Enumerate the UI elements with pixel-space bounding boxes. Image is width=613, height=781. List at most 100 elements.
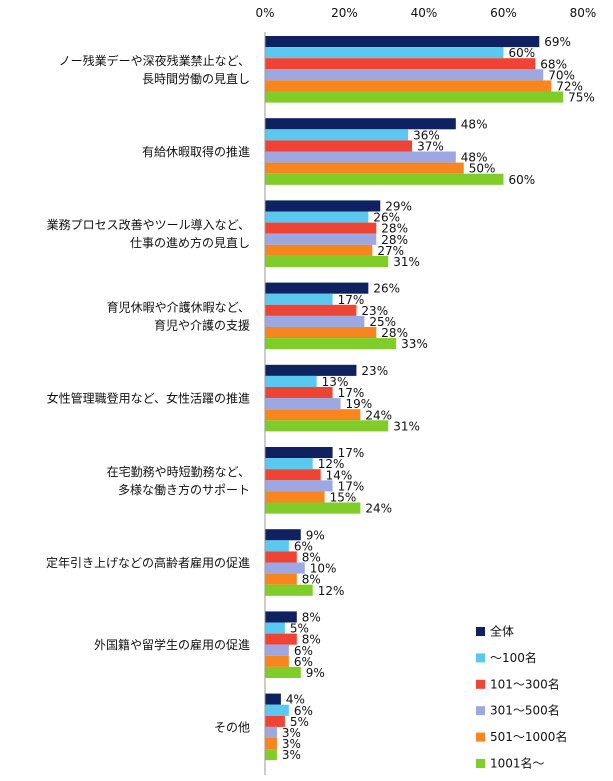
data-label: 6% <box>294 655 313 669</box>
bar <box>265 211 369 223</box>
data-label: 29% <box>385 199 412 213</box>
legend-swatch <box>476 706 485 716</box>
bars-area: 69%60%68%70%72%75%48%36%37%48%50%60%29%2… <box>264 32 595 775</box>
data-label: 70% <box>548 68 575 82</box>
category-label: 業務プロセス改善やツール導入など、 <box>47 217 250 232</box>
bar <box>265 584 313 596</box>
bar <box>265 469 321 481</box>
data-label: 14% <box>326 468 353 482</box>
bar <box>265 91 564 103</box>
category-label: 長時間労働の見直し <box>142 72 250 86</box>
data-label: 69% <box>544 35 571 49</box>
data-label: 17% <box>338 446 365 460</box>
category-label: 有給休暇取得の推進 <box>142 144 250 159</box>
data-label: 33% <box>401 337 428 351</box>
data-label: 3% <box>282 748 301 762</box>
data-label: 28% <box>381 222 408 236</box>
bar <box>265 715 285 727</box>
legend-label: 301～500名 <box>490 703 560 718</box>
bar <box>265 749 277 761</box>
data-label: 28% <box>381 233 408 247</box>
data-label: 12% <box>318 584 345 598</box>
data-label: 15% <box>330 490 357 504</box>
data-label: 72% <box>556 79 583 93</box>
data-label: 23% <box>361 364 388 378</box>
data-label: 17% <box>338 386 365 400</box>
category-label: 女性管理職登用など、女性活躍の推進 <box>47 391 250 406</box>
category-label: 育児や介護の支援 <box>154 317 250 332</box>
bar <box>265 315 365 327</box>
data-label: 12% <box>318 457 345 471</box>
data-label: 5% <box>290 622 309 636</box>
bar <box>265 480 333 492</box>
legend-swatch <box>476 679 485 689</box>
bar <box>265 282 369 294</box>
bar <box>265 704 289 716</box>
data-label: 6% <box>294 704 313 718</box>
data-label: 9% <box>306 528 325 542</box>
legend-swatch <box>476 759 485 768</box>
data-label: 75% <box>568 91 595 105</box>
data-label: 8% <box>302 550 321 564</box>
data-label: 17% <box>338 479 365 493</box>
category-labels: ノー残業デーや深夜残業禁止など、長時間労働の見直し有給休暇取得の推進業務プロセス… <box>46 53 250 735</box>
bar <box>265 644 289 656</box>
data-label: 48% <box>461 151 488 165</box>
bar <box>265 327 377 339</box>
data-label: 68% <box>540 57 567 71</box>
category-label: 外国籍や留学生の雇用の促進 <box>94 637 250 652</box>
data-label: 60% <box>509 46 536 60</box>
data-label: 26% <box>373 282 400 296</box>
bar <box>265 666 301 678</box>
bar <box>265 47 504 59</box>
data-label: 25% <box>369 315 396 329</box>
bar <box>265 304 357 316</box>
legend-label: ～100名 <box>490 650 537 665</box>
data-label: 10% <box>310 562 337 576</box>
data-label: 37% <box>417 139 444 153</box>
data-label: 26% <box>373 211 400 225</box>
legend-label: 101～300名 <box>490 676 560 691</box>
legend-label: 1001名～ <box>490 756 545 771</box>
bar <box>265 387 333 399</box>
data-label: 36% <box>413 128 440 142</box>
legend-swatch <box>476 732 485 742</box>
data-label: 28% <box>381 326 408 340</box>
legend: 全体 ～100名 101～300名 301～500名 501～1000名 1001名～ <box>476 624 567 771</box>
data-label: 8% <box>302 633 321 647</box>
legend-swatch <box>476 627 485 636</box>
bar <box>265 375 317 387</box>
data-label: 6% <box>294 644 313 658</box>
bar <box>265 502 361 514</box>
data-label: 23% <box>361 304 388 318</box>
bar <box>265 447 333 459</box>
category-label: 育児休暇や介護休暇など、 <box>107 299 250 314</box>
x-tick-label: 80% <box>570 6 597 20</box>
bar <box>265 738 277 750</box>
category-label: ノー残業デーや深夜残業禁止など、 <box>59 53 250 68</box>
bar <box>265 69 544 81</box>
bar <box>265 58 536 70</box>
category-label: 定年引き上げなどの高齢者雇用の促進 <box>46 555 250 570</box>
data-label: 8% <box>302 610 321 624</box>
bar <box>265 420 389 432</box>
data-label: 17% <box>338 293 365 307</box>
x-axis-ticks: 0% 20% 40% 60% 80% <box>255 6 596 20</box>
bar <box>265 118 456 130</box>
data-label: 6% <box>294 539 313 553</box>
data-label: 31% <box>393 419 420 433</box>
bar <box>265 338 397 350</box>
bar <box>265 562 305 574</box>
x-tick-label: 0% <box>255 6 274 20</box>
category-label: 多様な働き方のサポート <box>118 482 250 497</box>
data-label: 31% <box>393 255 420 269</box>
bar <box>265 551 297 563</box>
bar <box>265 726 277 738</box>
legend-swatch <box>476 653 485 663</box>
bar <box>265 491 325 503</box>
category-label: 在宅勤務や時短勤務など、 <box>107 464 250 479</box>
data-label: 13% <box>322 375 349 389</box>
x-tick-label: 20% <box>331 6 358 20</box>
bar <box>265 162 464 174</box>
bar <box>265 80 552 92</box>
